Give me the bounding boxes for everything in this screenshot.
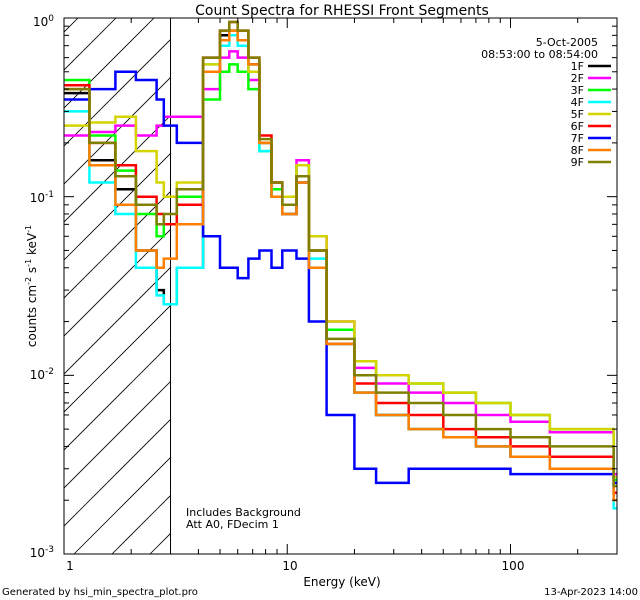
annotation-attenuator: Att A0, FDecim 1	[186, 518, 279, 531]
annotation-background: Includes Background	[186, 506, 301, 519]
y-tick-label-1e-2: 10-2	[30, 367, 54, 382]
series-line-9f	[64, 20, 617, 488]
y-axis-label: counts cm-2 s-1 keV-1	[24, 225, 39, 347]
series-layer	[64, 20, 617, 510]
x-axis-ticks	[63, 18, 618, 554]
legend-label-8f: 8F	[571, 144, 584, 157]
hatch-line	[64, 76, 171, 185]
x-tick-label-10: 10	[282, 559, 297, 573]
legend-label-4f: 4F	[571, 96, 584, 109]
time-range-label: 08:53:00 to 08:54:00	[481, 48, 598, 61]
legend-label-7f: 7F	[571, 132, 584, 145]
chart-title: Count Spectra for RHESSI Front Segments	[195, 3, 489, 19]
y-tick-label-1e-3: 10-3	[30, 545, 54, 560]
x-tick-label-100: 100	[502, 559, 525, 573]
legend-label-9f: 9F	[571, 156, 584, 169]
legend-label-6f: 6F	[571, 120, 584, 133]
series-line-7f	[64, 70, 617, 485]
hatch-line	[64, 38, 171, 147]
footer-timestamp: 13-Apr-2023 14:00	[544, 587, 638, 598]
date-label: 5-Oct-2005	[536, 36, 598, 49]
hatch-line	[64, 418, 171, 527]
hatch-line	[64, 18, 155, 109]
hatch-line	[64, 190, 171, 299]
x-axis-label: Energy (keV)	[303, 575, 380, 589]
attenuator-hatch-region	[64, 18, 171, 554]
y-tick-label-1e0: 100	[33, 14, 54, 29]
legend-label-1f: 1F	[571, 60, 584, 73]
hatch-line	[64, 380, 171, 489]
y-tick-label-1e-1: 10-1	[30, 190, 54, 205]
hatch-line	[73, 456, 171, 554]
legend-label-2f: 2F	[571, 72, 584, 85]
x-tick-label-1: 1	[66, 559, 74, 573]
legend-label-5f: 5F	[571, 108, 584, 121]
footer-generated-by: Generated by hsi_min_spectra_plot.pro	[2, 587, 198, 598]
legend-label-3f: 3F	[571, 84, 584, 97]
hatch-line	[64, 228, 171, 337]
hatch-line	[64, 266, 171, 375]
plot-frame	[63, 17, 618, 555]
y-axis-ticks	[64, 17, 617, 555]
